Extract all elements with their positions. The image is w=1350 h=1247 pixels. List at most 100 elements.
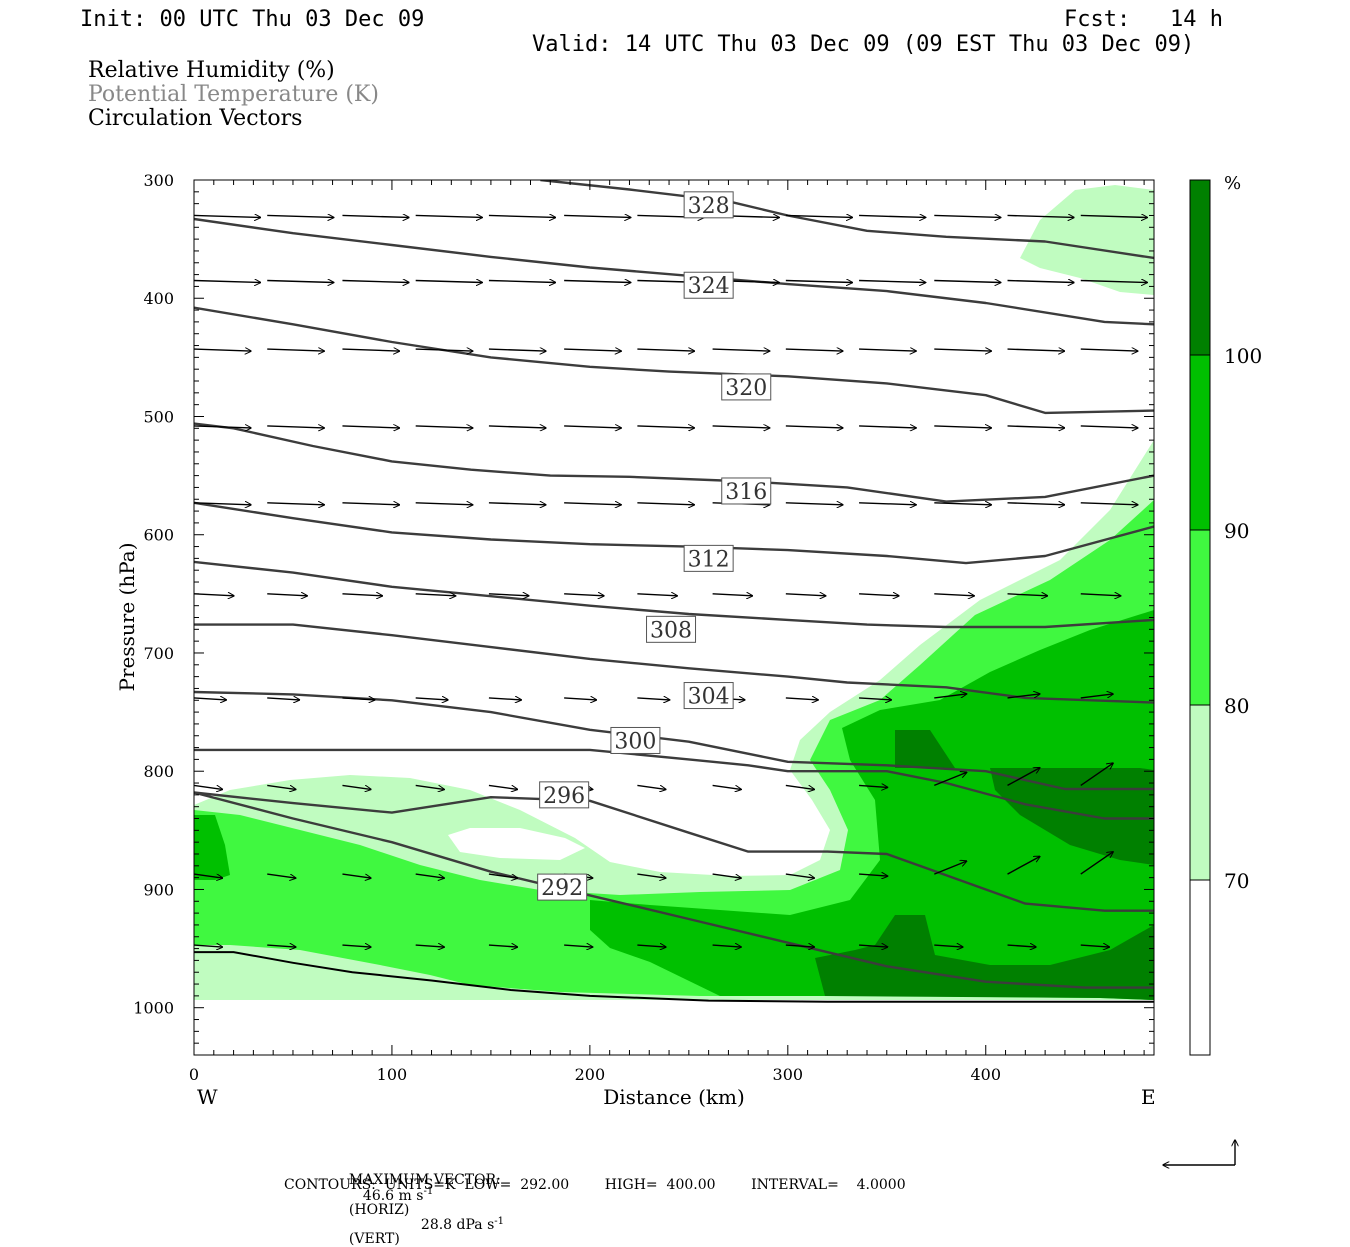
rh-70-region-top [1020,185,1154,295]
vector-arrow [564,349,621,351]
vector-arrow [637,873,666,878]
theta-label-box-292 [537,873,588,901]
colorbar-segment-0 [1190,880,1210,1055]
theta-label-292: 292 [541,876,583,901]
vector-arrow [785,945,815,947]
theta-contour-320 [194,422,1154,503]
vector-arrow [1080,426,1138,428]
vector-arrow [342,698,374,700]
colorbar: 70 80 90 100 [1189,179,1262,1056]
theta-label-box-300 [610,726,661,754]
surface-pressure-line [194,951,1154,1003]
vector-arrow [1080,215,1148,217]
vector-arrow [637,784,666,789]
vector-arrow [859,426,916,428]
vector-arrow [415,426,473,428]
vector-arrow [342,784,371,789]
theta-label-box-312 [683,544,734,572]
theta-label-box-296 [539,781,590,809]
vector-arrow [267,215,334,217]
vector-arrow [267,426,324,428]
vector-arrow [785,281,853,283]
theta-label-box-308 [646,615,697,643]
vector-arrow [267,873,296,878]
x-tick-label-0: 0 [189,1065,199,1084]
vector-arrow [934,281,1001,283]
vector-arrow [934,945,963,947]
surface-pressure-curve [194,951,1154,1003]
vector-arrow [267,503,324,505]
max-vector-vert-value: 28.8 dPa s [420,1217,495,1234]
vector-arrow [859,874,888,876]
vector-arrow [1007,426,1065,428]
vector-arrow [1007,768,1040,787]
cross-section-chart: 292 296 300 304 308 312 316 320 324 328 300 400 500… [115,171,1262,1200]
vector-arrow [488,503,546,505]
vector-arrow [194,945,223,947]
vector-arrow [194,784,223,789]
theta-contours [194,180,1154,989]
vector-arrow [859,503,916,505]
x-end-label-west: W [197,1085,218,1109]
vector-arrow [859,349,916,351]
vector-arrow [194,873,223,878]
vector-arrow [712,594,753,596]
vector-arrow [934,694,966,699]
vector-arrow [415,873,445,878]
vector-arrow [1080,349,1138,351]
vector-arrow [859,594,899,596]
vector-arrow [564,945,593,947]
colorbar-label-70: 70 [1224,869,1249,893]
vector-arrow [712,349,770,351]
vector-arrow [488,945,518,947]
vector-arrow [267,784,296,789]
theta-contour-top [540,180,1154,260]
vector-arrow [194,426,251,428]
vector-arrow [637,503,694,505]
vector-arrow [488,873,518,878]
init-time: Init: 00 UTC Thu 03 Dec 09 [80,7,425,32]
vector-arrow [488,784,518,789]
vector-arrow [488,215,556,217]
vector-arrow [859,281,926,283]
axes: 300 400 500 600 700 800 900 1000 0 100 200 300 400 [133,171,1154,1084]
vector-arrow [267,349,324,351]
y-tick-label-900: 900 [143,880,174,899]
vector-arrow [637,594,677,596]
vector-arrow [194,215,261,217]
max-vector-vert-tag: (VERT) [348,1231,400,1247]
vector-arrow [1080,594,1121,596]
vector-arrow [488,594,529,596]
vector-arrow [564,215,631,217]
vector-arrow [194,698,226,700]
theta-label-324: 324 [688,274,730,299]
vector-arrow [194,281,261,283]
x-tick-label-100: 100 [377,1065,408,1084]
x-end-label-east: E [1141,1085,1156,1109]
vector-arrow [342,594,382,596]
vector-arrow [1007,694,1040,699]
vector-arrow [342,349,399,351]
vector-arrow [1080,852,1113,875]
vector-arrow [1007,945,1037,947]
vector-arrow [415,349,473,351]
y-axis-title: Pressure (hPa) [115,543,139,692]
vector-arrow [564,503,621,505]
vector-arrow [785,873,815,878]
forecast-hour: Fcst: 14 h [1064,7,1223,32]
vector-arrow [342,426,399,428]
vector-arrow [342,215,409,217]
vector-arrow [934,772,966,787]
legend-rh: Relative Humidity (%) [88,58,335,83]
legend-theta: Potential Temperature (K) [88,82,379,107]
max-vector-horiz-tag: (HORIZ) [348,1201,410,1218]
vector-arrow [415,594,456,596]
vector-arrow [785,349,843,351]
theta-label-box-324 [683,271,734,299]
rh-100-region-b [990,768,1154,865]
vector-arrow [1080,694,1113,699]
vector-arrow [934,426,991,428]
vector-arrow [712,873,742,878]
vector-arrow [934,594,974,596]
vector-arrow [1007,281,1075,283]
